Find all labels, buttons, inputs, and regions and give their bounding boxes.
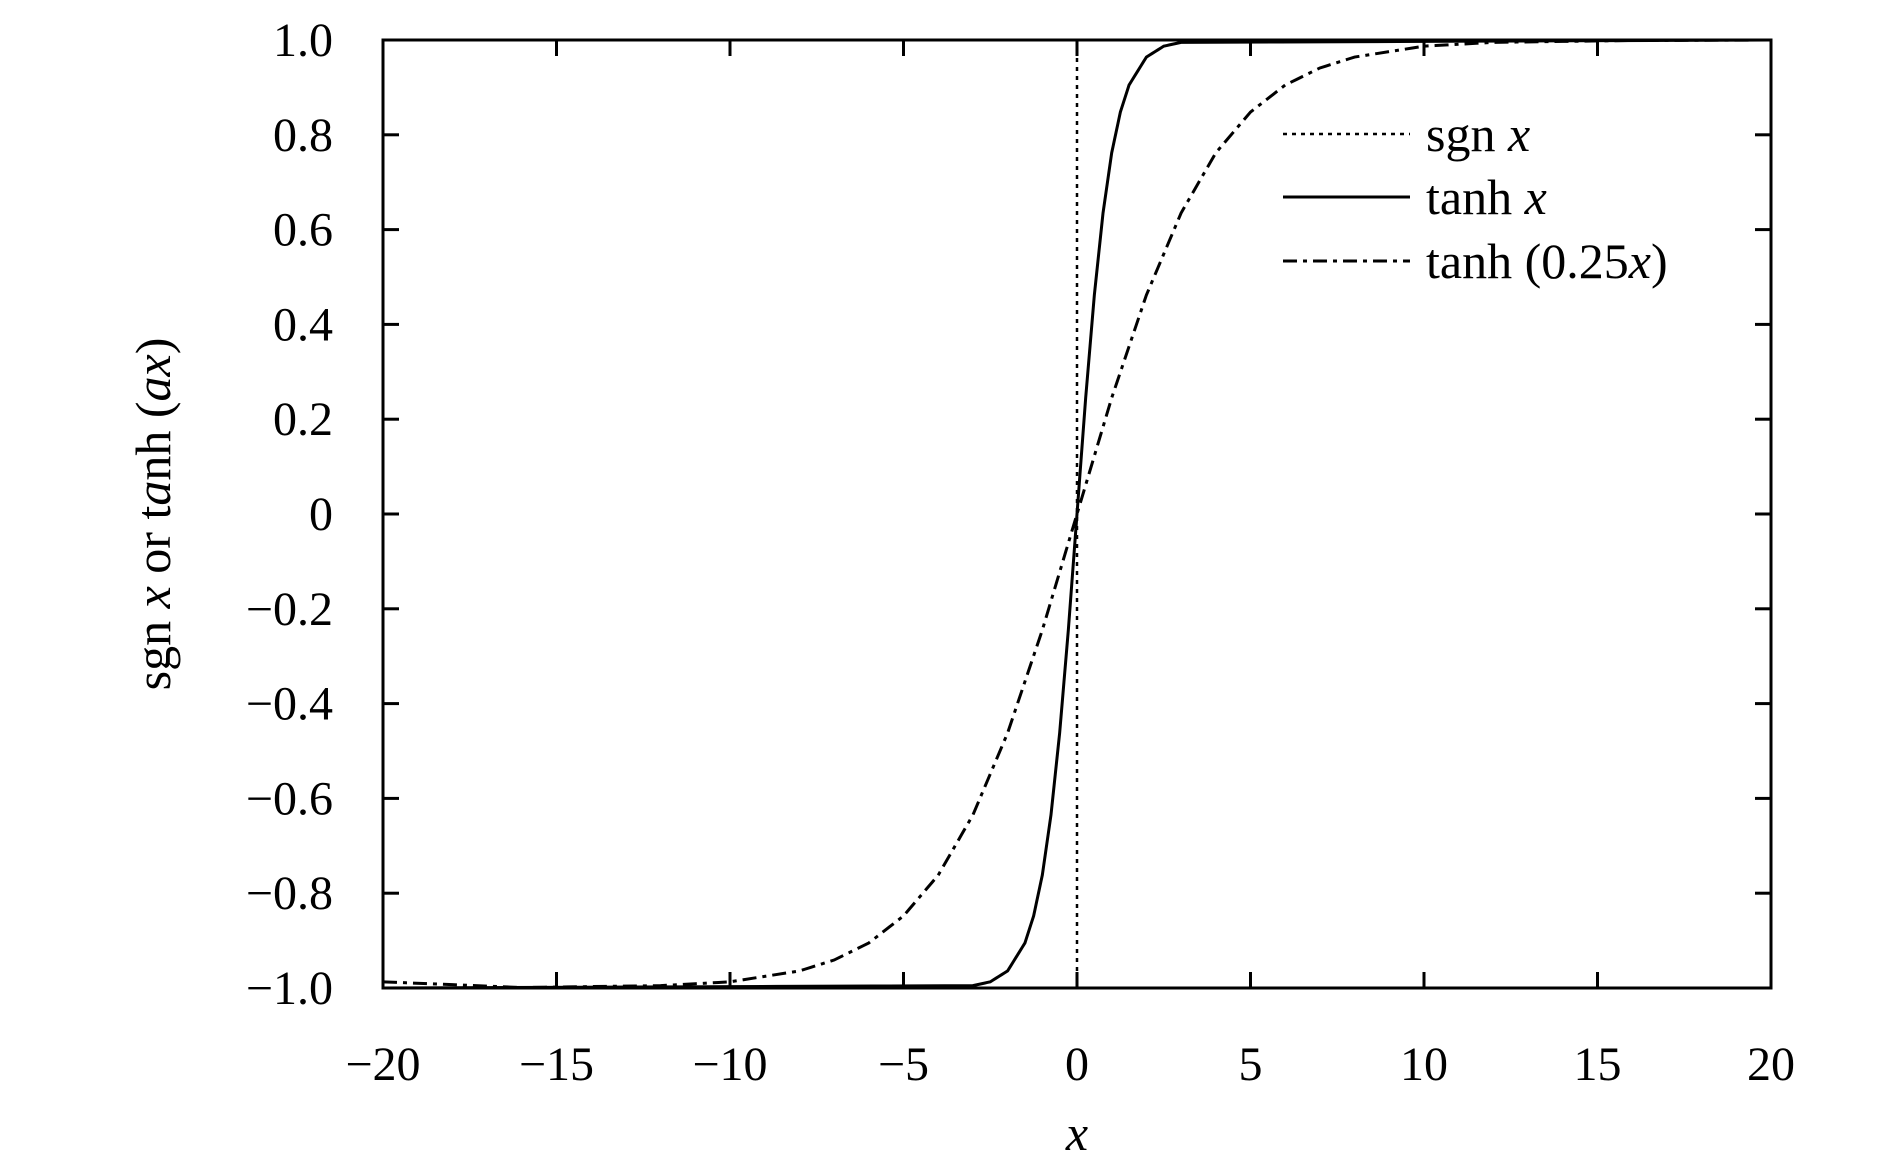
y-tick-label: −0.6	[246, 772, 333, 825]
y-tick-label: −1.0	[246, 962, 333, 1015]
x-tick-label: −15	[519, 1038, 594, 1091]
y-tick-label: 1.0	[273, 14, 333, 67]
x-tick-label: −5	[878, 1038, 929, 1091]
y-tick-label: 0.8	[273, 109, 333, 162]
y-tick-label: 0.6	[273, 204, 333, 257]
legend: sgn x tanh x tanh (0.25x)	[1283, 106, 1668, 289]
x-tick-label: 5	[1239, 1038, 1263, 1091]
x-tick-label: 20	[1747, 1038, 1795, 1091]
legend-label: tanh x	[1426, 169, 1547, 225]
y-tick-label: −0.8	[246, 867, 333, 920]
x-tick-label: 10	[1400, 1038, 1448, 1091]
x-tick-label: 0	[1065, 1038, 1089, 1091]
x-tick-label: −10	[692, 1038, 767, 1091]
tick-marks	[381, 38, 1773, 990]
y-tick-labels: −1.0 −0.8 −0.6 −0.4 −0.2 0 0.2 0.4 0.6 0.8 1.0	[246, 14, 333, 1015]
y-tick-label: −0.4	[246, 678, 333, 731]
y-tick-label: 0.2	[273, 393, 333, 446]
x-axis-label: x	[1065, 1105, 1088, 1161]
series-line-1	[382, 38, 1772, 990]
x-tick-labels: −20 −15 −10 −5 0 5 10 15 20	[345, 1038, 1795, 1091]
x-tick-label: 15	[1574, 1038, 1622, 1091]
series-layer	[382, 38, 1772, 990]
y-tick-label: −0.2	[246, 583, 333, 636]
x-tick-label: −20	[345, 1038, 420, 1091]
y-axis-label: sgn x or tanh (ax)	[125, 338, 181, 691]
y-tick-label: 0	[309, 488, 333, 541]
y-tick-label: 0.4	[273, 298, 333, 351]
series-line-2	[382, 38, 1772, 990]
legend-label: tanh (0.25x)	[1426, 233, 1668, 289]
legend-label: sgn x	[1426, 106, 1530, 162]
